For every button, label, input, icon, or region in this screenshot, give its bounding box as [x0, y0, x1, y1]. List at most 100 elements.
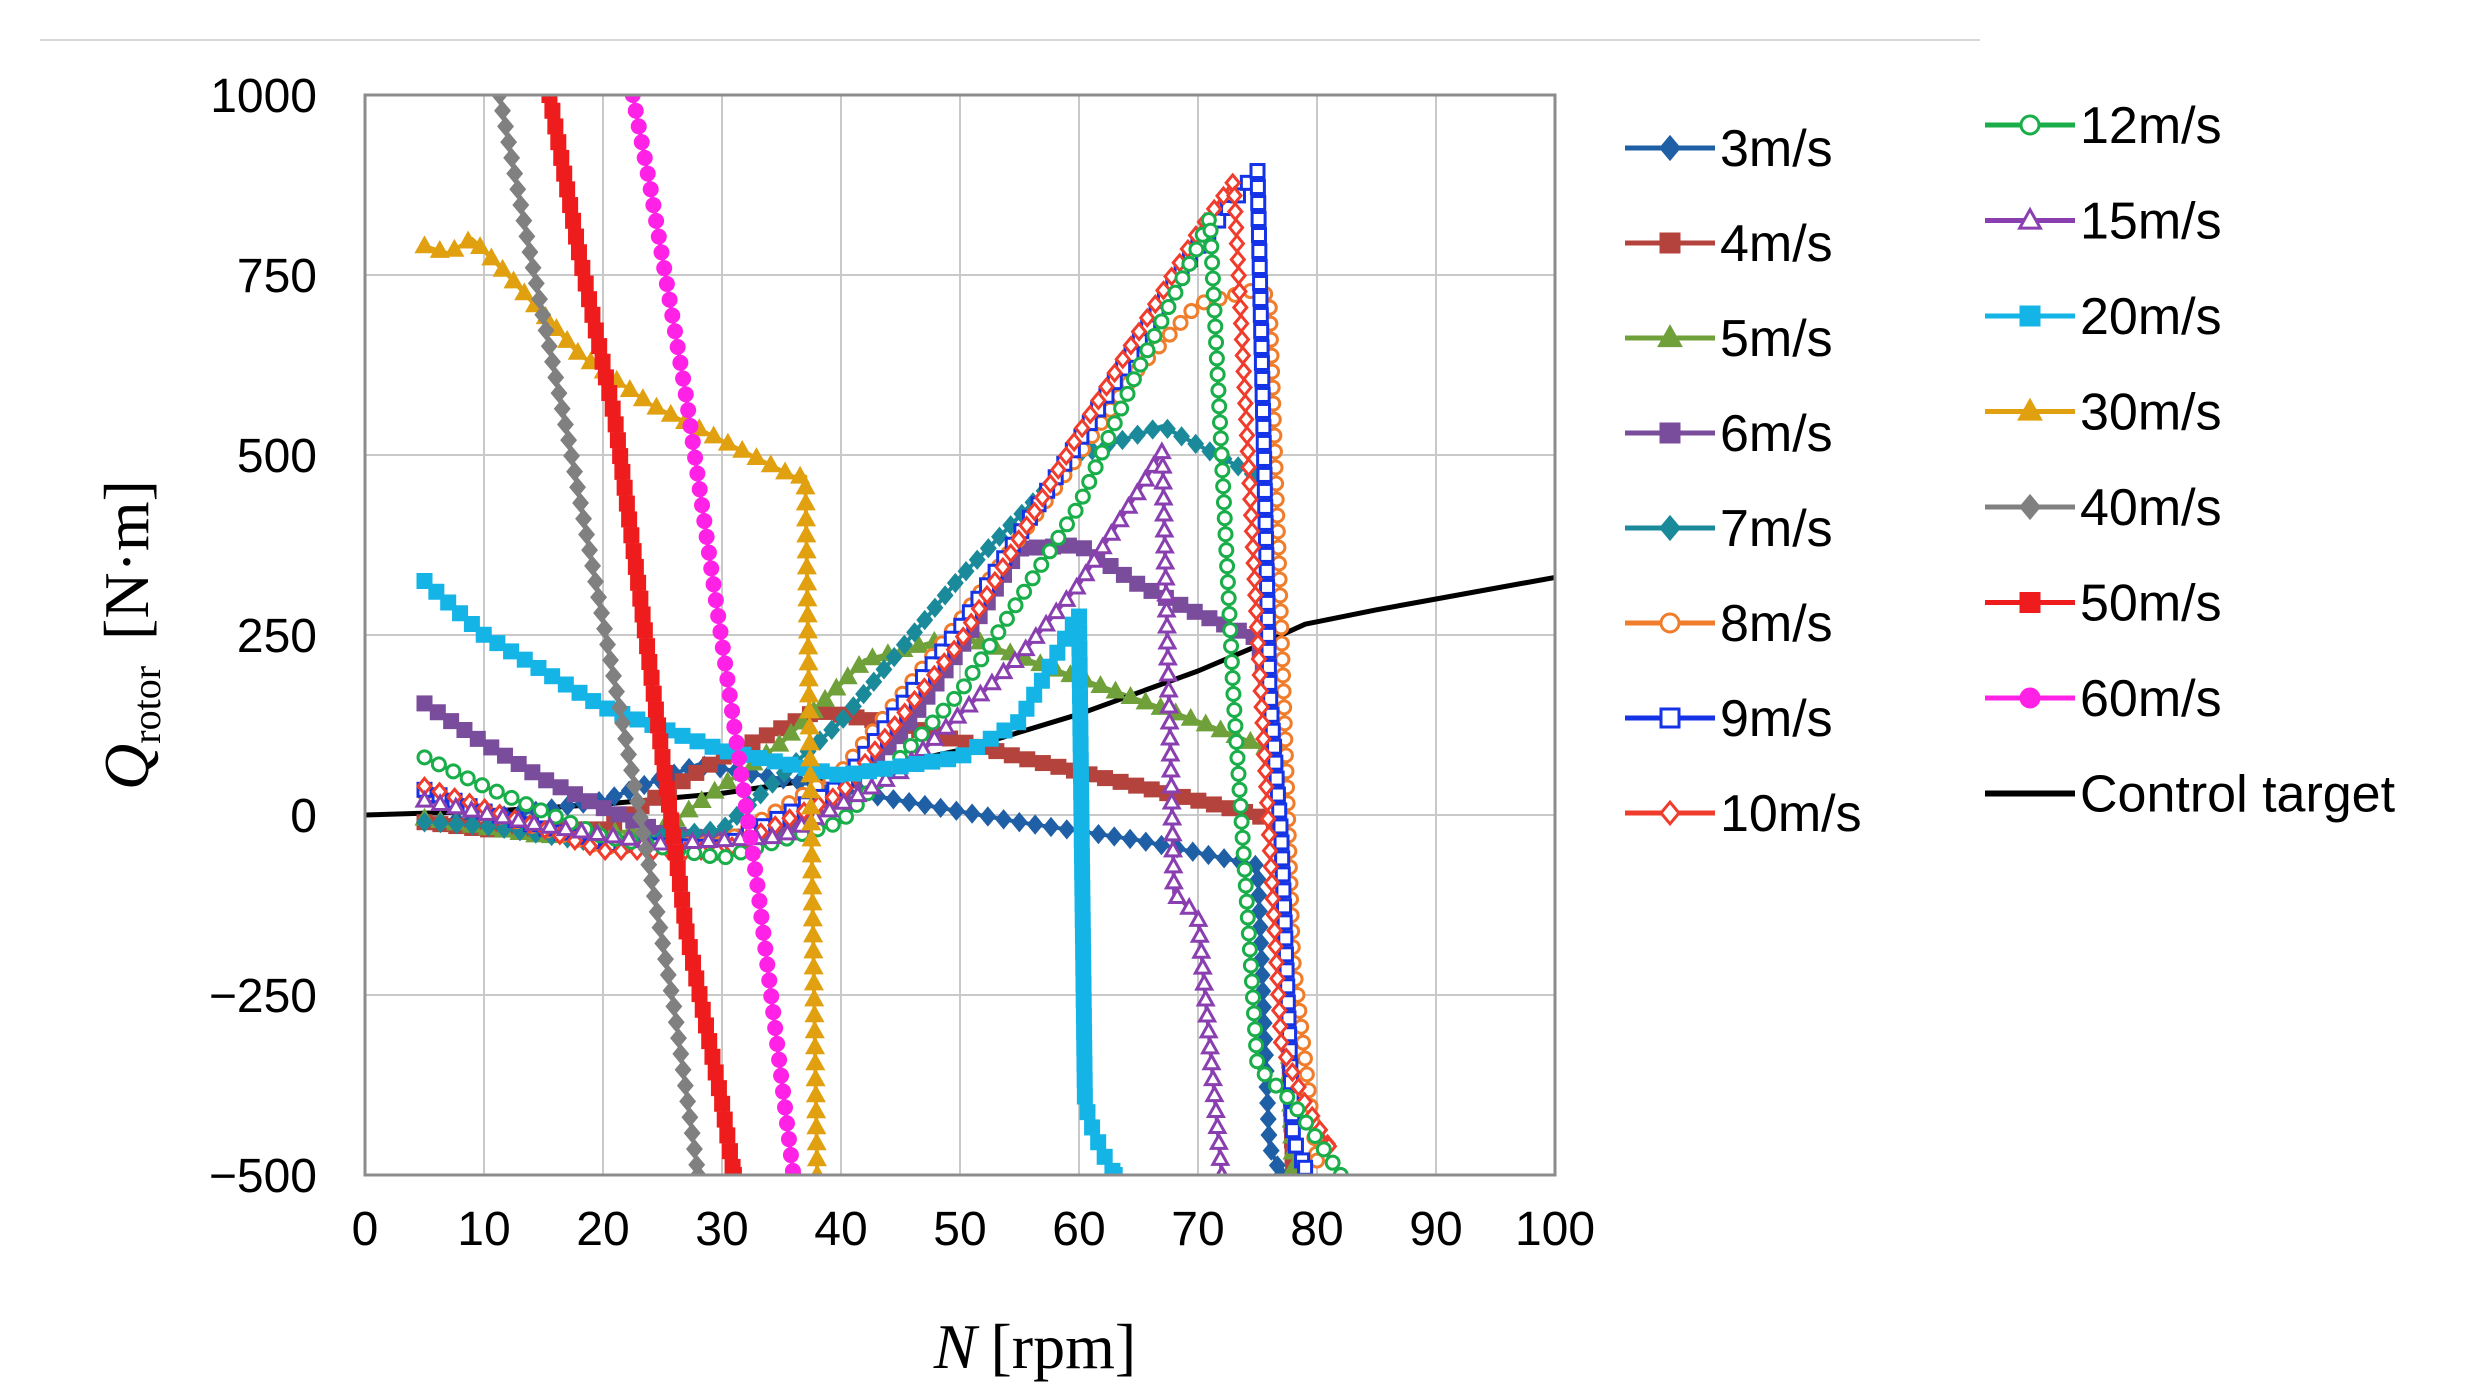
series-marker-15m-s — [1015, 638, 1036, 657]
series-marker-50m-s — [704, 1048, 721, 1065]
series-marker-12m-s — [488, 783, 505, 800]
series-marker-50m-s — [616, 479, 633, 496]
series-marker-3m-s — [1184, 841, 1202, 862]
series-marker-10m-s — [1230, 265, 1248, 286]
legend-label-4m-s: 4m/s — [1720, 215, 1833, 273]
series-marker-60m-s — [650, 228, 667, 245]
series-marker-12m-s — [924, 714, 941, 731]
series-marker-50m-s — [547, 118, 564, 135]
series-marker-15m-s — [1153, 487, 1174, 506]
series-marker-15m-s — [1154, 535, 1175, 554]
series-marker-15m-s — [461, 799, 482, 818]
series-marker-20m-s — [1076, 1040, 1093, 1057]
series-marker-12m-s — [981, 637, 998, 654]
series-marker-20m-s — [1033, 672, 1050, 689]
series-marker-3m-s — [1260, 1124, 1278, 1146]
series-marker-30m-s — [800, 748, 821, 767]
series-marker-5m-s — [1180, 707, 1201, 726]
series-marker-40m-s — [524, 257, 542, 278]
x-tick-label: 30 — [695, 1203, 748, 1256]
series-marker-3m-s — [1199, 844, 1217, 866]
series-marker-15m-s — [1101, 522, 1122, 541]
series-marker-7m-s — [1158, 418, 1176, 440]
series-marker-7m-s — [811, 730, 829, 751]
series-marker-12m-s — [1235, 845, 1252, 862]
series-marker-15m-s — [1161, 791, 1182, 810]
series-marker-3m-s — [1026, 814, 1044, 835]
series-marker-15m-s — [1036, 613, 1057, 632]
series-marker-50m-s — [591, 338, 608, 355]
series-marker-9m-s — [1262, 690, 1279, 707]
series-marker-20m-s — [585, 693, 602, 710]
series-marker-15m-s — [1163, 855, 1184, 874]
series-marker-40m-s — [566, 461, 584, 482]
series-marker-10m-s — [1241, 489, 1259, 510]
series-marker-7m-s — [728, 805, 746, 826]
series-marker-40m-s — [534, 304, 552, 325]
series-marker-12m-s — [503, 789, 520, 806]
series-marker-60m-s — [778, 1115, 795, 1132]
series-marker-12m-s — [1237, 877, 1254, 894]
series-marker-15m-s — [414, 789, 435, 808]
series-marker-12m-s — [1234, 829, 1251, 846]
legend-label-3m-s: 3m/s — [1720, 120, 1833, 178]
series-marker-15m-s — [912, 739, 934, 758]
series-marker-15m-s — [682, 831, 703, 850]
series-marker-20m-s — [1076, 1056, 1093, 1073]
series-marker-9m-s — [1287, 1137, 1304, 1154]
series-marker-9m-s — [1258, 546, 1275, 563]
series-marker-20m-s — [689, 733, 706, 750]
legend-marker-8m-s — [1659, 612, 1681, 634]
series-marker-40m-s — [503, 147, 521, 168]
series-marker-6m-s — [496, 747, 513, 764]
series-marker-15m-s — [1004, 650, 1025, 669]
series-marker-30m-s — [804, 1020, 825, 1039]
series-marker-50m-s — [681, 939, 698, 956]
series-marker-12m-s — [1074, 488, 1091, 505]
series-marker-6m-s — [581, 793, 598, 810]
series-marker-30m-s — [795, 492, 816, 511]
series-marker-9m-s — [1276, 898, 1293, 915]
series-marker-8m-s — [1276, 699, 1293, 716]
series-marker-5m-s — [837, 666, 858, 685]
series-marker-6m-s — [552, 779, 569, 796]
series-marker-15m-s — [1066, 576, 1087, 595]
series-marker-9m-s — [1280, 1010, 1297, 1027]
series-marker-12m-s — [1247, 1021, 1264, 1038]
legend-marker-20m-s — [2019, 305, 2041, 327]
series-marker-40m-s — [611, 697, 628, 718]
legend-marker-6m-s — [1659, 422, 1681, 444]
series-marker-15m-s — [970, 683, 991, 702]
series-marker-50m-s — [570, 244, 587, 261]
series-marker-15m-s — [1161, 775, 1182, 794]
legend-marker-3m-s — [1659, 134, 1681, 162]
series-marker-10m-s — [1235, 361, 1253, 382]
series-marker-15m-s — [539, 815, 560, 834]
series-marker-7m-s — [906, 622, 924, 643]
series-marker-50m-s — [663, 812, 680, 829]
series-marker-15m-s — [947, 705, 968, 724]
series-marker-12m-s — [430, 756, 447, 773]
series-marker-50m-s — [669, 860, 686, 877]
series-marker-30m-s — [797, 604, 818, 623]
series-marker-40m-s — [550, 382, 568, 404]
series-marker-40m-s — [648, 901, 666, 923]
series-marker-7m-s — [916, 609, 934, 631]
series-marker-40m-s — [497, 116, 515, 137]
series-marker-30m-s — [429, 239, 450, 258]
series-marker-5m-s — [908, 635, 929, 653]
series-marker-12m-s — [1243, 973, 1260, 990]
series-marker-10m-s — [1239, 441, 1257, 462]
series-marker-20m-s — [1076, 1088, 1093, 1105]
series-marker-40m-s — [506, 163, 524, 184]
series-marker-30m-s — [470, 236, 491, 255]
series-marker-8m-s — [1161, 326, 1178, 343]
series-marker-15m-s — [1158, 679, 1179, 698]
legend-item-50m-s: 50m/s — [1985, 575, 2222, 633]
legend-label-8m-s: 8m/s — [1720, 595, 1833, 653]
series-marker-30m-s — [795, 476, 816, 495]
series-marker-60m-s — [777, 1099, 794, 1116]
series-marker-12m-s — [1181, 255, 1198, 272]
y-tick-label: −500 — [209, 1150, 317, 1203]
series-marker-50m-s — [562, 197, 579, 214]
